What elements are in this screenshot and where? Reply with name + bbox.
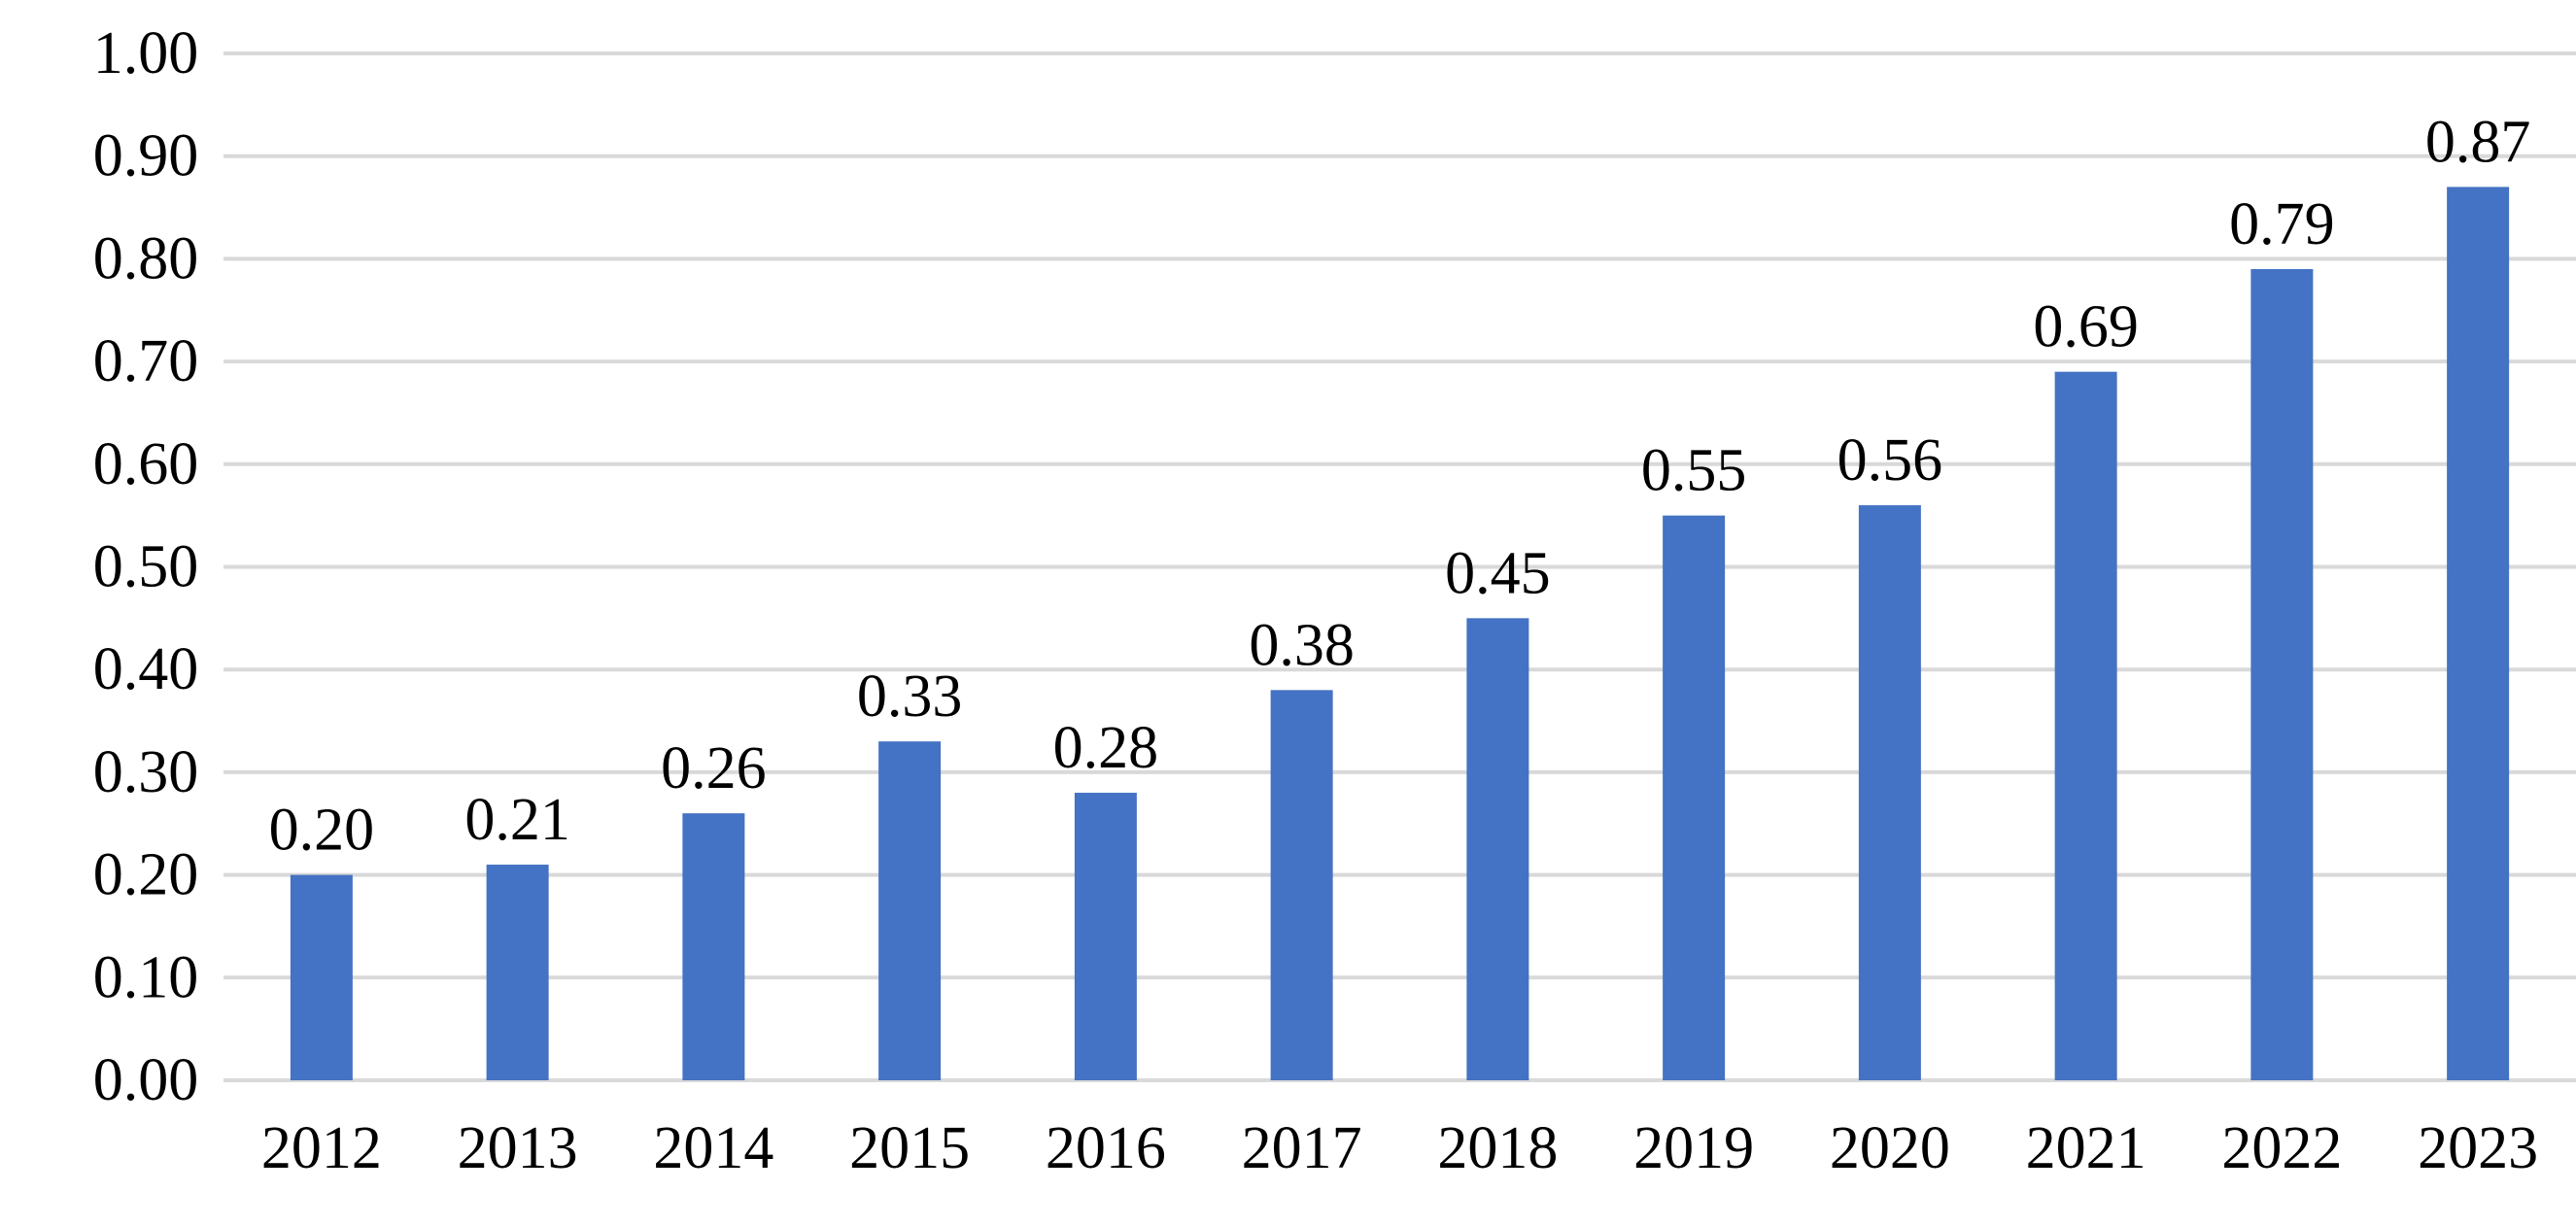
data-label: 0.45 (1445, 540, 1551, 606)
x-axis-ticks: 2012 2013 2014 2015 2016 2017 2018 2019 2020 2021… (261, 1115, 2538, 1181)
bar (682, 813, 745, 1080)
x-tick-label: 2017 (1242, 1115, 1362, 1181)
data-label: 0.55 (1641, 438, 1747, 504)
data-label: 0.21 (464, 787, 570, 853)
bar (2447, 187, 2510, 1080)
data-label: 0.28 (1053, 715, 1159, 781)
bar (290, 874, 353, 1080)
bar (1074, 793, 1137, 1080)
data-label: 0.79 (2229, 191, 2335, 257)
y-tick-label: 0.00 (93, 1047, 199, 1113)
x-tick-label: 2014 (653, 1115, 773, 1181)
y-tick-label: 0.60 (93, 431, 199, 497)
y-tick-label: 0.30 (93, 739, 199, 805)
y-tick-label: 1.00 (93, 20, 199, 86)
data-label: 0.33 (857, 664, 963, 730)
x-tick-label: 2013 (458, 1115, 578, 1181)
x-tick-label: 2016 (1046, 1115, 1166, 1181)
x-tick-label: 2023 (2418, 1115, 2538, 1181)
data-label: 0.56 (1838, 427, 1943, 494)
x-tick-label: 2020 (1830, 1115, 1950, 1181)
data-label: 0.69 (2033, 294, 2139, 360)
bar (1466, 618, 1529, 1080)
y-tick-label: 0.20 (93, 842, 199, 908)
gridlines (223, 51, 2576, 1082)
bar (2054, 371, 2117, 1080)
bar (1858, 505, 1921, 1080)
data-label: 0.26 (661, 735, 767, 801)
x-tick-label: 2022 (2221, 1115, 2342, 1181)
bars (290, 187, 2510, 1081)
bar (1663, 515, 1726, 1080)
bar (1270, 690, 1333, 1080)
data-label: 0.20 (269, 798, 375, 864)
x-tick-label: 2015 (849, 1115, 970, 1181)
data-label: 0.87 (2425, 109, 2531, 175)
y-tick-label: 0.70 (93, 328, 199, 394)
bar (486, 865, 549, 1080)
y-axis-ticks: 0.00 0.10 0.20 0.30 0.40 0.50 0.60 0.70 0.80 0.90… (93, 20, 199, 1113)
data-labels: 0.20 0.21 0.26 0.33 0.28 0.38 0.45 0.55 0.56 0.69… (269, 109, 2531, 863)
y-tick-label: 0.50 (93, 534, 199, 600)
y-tick-label: 0.40 (93, 636, 199, 702)
bar (878, 741, 942, 1080)
x-tick-label: 2012 (261, 1115, 382, 1181)
x-tick-label: 2019 (1633, 1115, 1754, 1181)
bar (2250, 268, 2314, 1081)
y-tick-label: 0.10 (93, 944, 199, 1010)
y-tick-label: 0.80 (93, 225, 199, 291)
data-label: 0.38 (1249, 612, 1355, 678)
x-tick-label: 2018 (1437, 1115, 1558, 1181)
x-tick-label: 2021 (2026, 1115, 2147, 1181)
y-tick-label: 0.90 (93, 123, 199, 189)
